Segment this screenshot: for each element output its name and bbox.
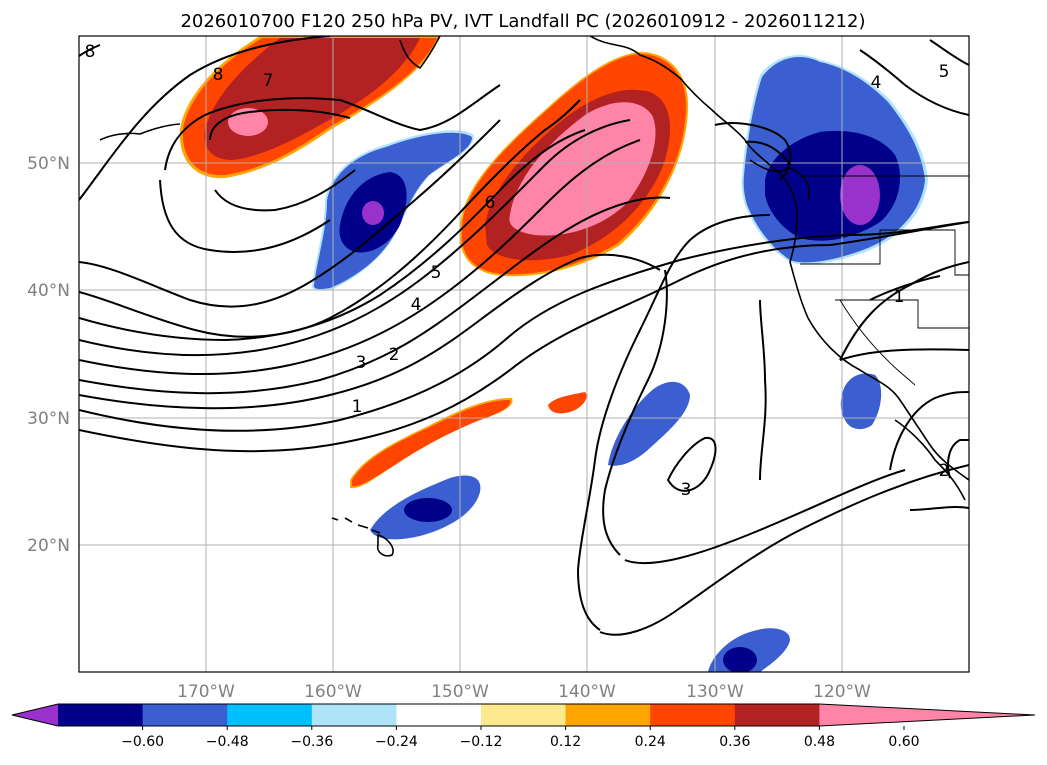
lon-label: 170°W — [177, 682, 235, 702]
negative-anomaly-east — [741, 55, 928, 265]
gridlines — [79, 36, 969, 672]
contour-label: 4 — [411, 295, 422, 315]
colorbar-segment — [565, 704, 651, 726]
map-frame — [78, 35, 970, 673]
lon-label: 160°W — [304, 682, 362, 702]
colorbar-segment — [142, 704, 228, 726]
colorbar-tick-label: 0.36 — [719, 734, 750, 750]
contour-label: 3 — [681, 480, 692, 500]
colorbar-extend-max — [819, 704, 1035, 726]
contour-labels: 8 8 7 6 5 4 3 2 1 3 4 5 1 2 — [85, 42, 950, 500]
positive-anomaly-nw — [179, 36, 440, 179]
contour-label: 6 — [485, 193, 496, 213]
contour-label: 3 — [356, 353, 367, 373]
contour-label: 4 — [871, 73, 882, 93]
colorbar-tick-label: 0.48 — [804, 734, 835, 750]
longitude-labels: 170°W 160°W 150°W 140°W 130°W 120°W — [177, 682, 871, 702]
lat-label: 50°N — [27, 154, 70, 174]
lat-label: 40°N — [27, 281, 70, 301]
lon-label: 150°W — [431, 682, 489, 702]
contour-label: 5 — [939, 62, 950, 82]
colorbar-tick-label: 0.24 — [635, 734, 666, 750]
colorbar-tick-label: 0.12 — [550, 734, 581, 750]
colorbar-segment — [58, 704, 144, 726]
positive-anomaly-small — [350, 392, 587, 489]
contour-label: 8 — [85, 42, 96, 62]
map-area: 8 8 7 6 5 4 3 2 1 3 4 5 1 2 — [79, 36, 969, 672]
colorbar: −0.60 −0.48 −0.36 −0.24 −0.12 0.12 0.24 0.36 0.4… — [11, 703, 1036, 750]
colorbar-segment — [227, 704, 313, 726]
colorbar-tick-label: −0.24 — [375, 734, 418, 750]
lon-label: 130°W — [686, 682, 744, 702]
colorbar-tick-label: −0.48 — [206, 734, 249, 750]
colorbar-tick-label: −0.36 — [290, 734, 333, 750]
contour-label: 2 — [389, 345, 400, 365]
colorbar-segment — [396, 704, 482, 726]
colorbar-segment — [481, 704, 567, 726]
contour-label: 8 — [213, 65, 224, 85]
pv-contours — [79, 36, 969, 636]
contour-label: 5 — [431, 263, 442, 283]
colorbar-tick-label: −0.12 — [460, 734, 503, 750]
colorbar-outline — [11, 703, 1036, 727]
contour-label: 2 — [939, 461, 950, 481]
colorbar-segment — [650, 704, 736, 726]
colorbar-segment — [311, 704, 397, 726]
negative-anomaly-small — [370, 373, 882, 672]
lat-label: 20°N — [27, 536, 70, 556]
colorbar-extend-min — [12, 704, 58, 726]
latitude-labels: 50°N 40°N 30°N 20°N — [27, 154, 70, 556]
colorbar-segment — [734, 704, 820, 726]
contour-label: 1 — [894, 287, 905, 307]
contour-label: 1 — [352, 397, 363, 417]
positive-anomaly-center — [459, 52, 689, 277]
lon-label: 120°W — [813, 682, 871, 702]
colorbar-tick-label: −0.60 — [121, 734, 164, 750]
islands — [331, 517, 394, 557]
contour-label: 7 — [263, 71, 274, 91]
lon-label: 140°W — [558, 682, 616, 702]
colorbar-tick-label: 0.60 — [888, 734, 919, 750]
figure-title: 2026010700 F120 250 hPa PV, IVT Landfall… — [180, 11, 865, 32]
coastlines — [99, 36, 969, 501]
lat-label: 30°N — [27, 409, 70, 429]
